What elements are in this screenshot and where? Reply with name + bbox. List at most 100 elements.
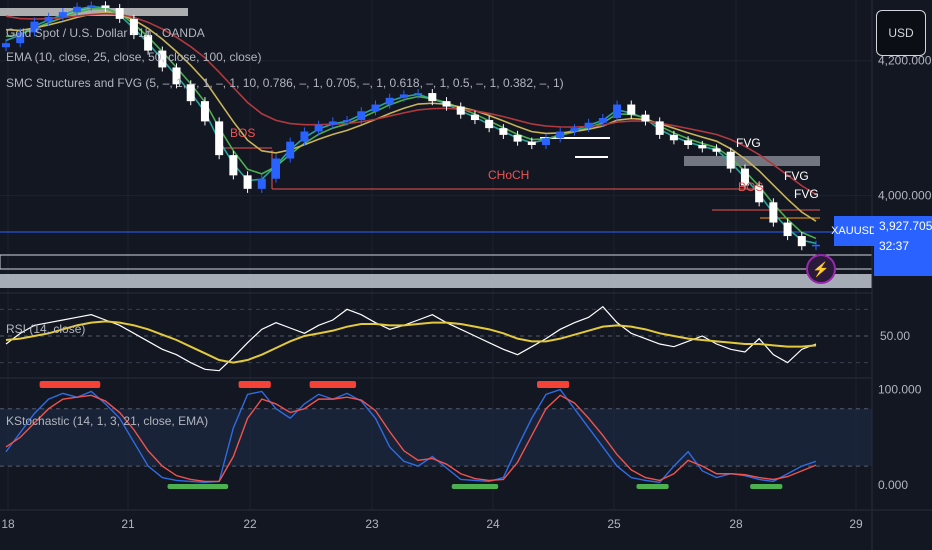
symbol-label: XAUUSD	[831, 216, 877, 246]
candle-body-9	[129, 18, 138, 36]
annotation-bos-0: BOS	[230, 126, 255, 140]
candle-body-49	[698, 145, 707, 149]
candle-body-46	[655, 121, 664, 135]
rsi-series-1	[5, 320, 817, 364]
oversold-marker-15	[210, 484, 229, 489]
candle-body-45	[641, 114, 650, 122]
candle-body-48	[684, 140, 693, 145]
annotation-choch-1: CHoCH	[488, 168, 529, 182]
candle-body-7	[101, 5, 110, 9]
overbought-marker-5	[68, 381, 87, 388]
candles	[2, 1, 820, 251]
candle-body-18	[257, 178, 266, 189]
annotation-bos-2: BOS	[738, 180, 763, 194]
candle-body-38	[542, 138, 550, 145]
candle-body-41	[584, 122, 593, 129]
candle-body-23	[328, 121, 337, 125]
candle-body-34	[485, 120, 494, 129]
candle-body-15	[215, 121, 224, 156]
candle-body-24	[343, 120, 352, 122]
candle-body-47	[669, 134, 678, 141]
candle-body-54	[769, 202, 778, 223]
candle-body-32	[456, 106, 465, 115]
overbought-marker-3	[39, 381, 58, 388]
candle-body-57	[812, 244, 820, 247]
candle-body-51	[726, 151, 735, 169]
current-price: 3,927.705	[879, 219, 932, 233]
oversold-marker-34	[480, 484, 499, 489]
overbought-marker-18	[252, 381, 271, 388]
oversold-marker-13	[181, 484, 200, 489]
candle-body-33	[470, 114, 479, 121]
overbought-marker-38	[537, 381, 555, 388]
smc-annotations: BOS CHoCH BOS FVG FVG FVG	[230, 126, 819, 201]
oversold-marker-54	[764, 484, 783, 489]
candle-body-11	[158, 50, 167, 68]
time-tick-28: 28	[729, 517, 743, 531]
zone-fvg-1	[684, 156, 820, 166]
rsi-tick-50: 50.00	[880, 329, 910, 343]
stoch-tick-0: 100.000	[878, 383, 922, 397]
time-tick-23: 23	[365, 517, 379, 531]
ema-10-line	[5, 5, 817, 245]
time-tick-24: 24	[486, 517, 500, 531]
candle-body-14	[200, 101, 209, 122]
candle-body-37	[527, 141, 536, 145]
candle-body-40	[570, 128, 579, 132]
symbol-title[interactable]: Gold Spot / U.S. Dollar · 1h · OANDA	[6, 26, 205, 40]
candle-body-6	[87, 5, 96, 7]
oversold-marker-53	[750, 484, 769, 489]
overbought-marker-22	[309, 381, 328, 388]
smc-legend[interactable]: SMC Structures and FVG (5, –, 1, –, 1, –…	[6, 76, 564, 90]
overbought-marker-6	[82, 381, 101, 388]
candle-body-30	[428, 93, 437, 102]
candle-body-29	[414, 93, 423, 95]
candle-body-0	[2, 43, 10, 48]
zone-top-left	[0, 8, 188, 16]
candle-body-39	[556, 131, 565, 139]
candle-body-50	[712, 148, 721, 152]
smc-zones	[0, 8, 873, 288]
kstochastic-legend[interactable]: KStochastic (14, 1, 3, 21, close, EMA)	[6, 414, 209, 428]
rsi-legend[interactable]: RSI (14, close)	[6, 322, 86, 336]
candle-body-31	[442, 101, 451, 107]
candle-body-13	[186, 84, 195, 102]
overbought-marker-24	[338, 381, 357, 388]
time-tick-21: 21	[121, 517, 135, 531]
current-price-box: 3,927.705 32:37	[874, 216, 932, 276]
ema-legend[interactable]: EMA (10, close, 25, close, 50, close, 10…	[6, 50, 262, 64]
candle-body-21	[300, 131, 309, 142]
bar-countdown: 32:37	[879, 239, 910, 253]
candle-body-1	[16, 32, 25, 44]
lightning-icon[interactable]: ⚡	[806, 254, 836, 284]
currency-button[interactable]: USD	[876, 10, 926, 56]
stoch-series-1	[5, 394, 817, 483]
candle-body-8	[115, 8, 124, 19]
price-tick-1: 4,000.000	[878, 189, 932, 203]
candle-body-42	[598, 118, 607, 123]
candle-body-53	[755, 185, 764, 203]
time-tick-22: 22	[243, 517, 257, 531]
zone-bottom-1	[0, 254, 873, 270]
stoch-band	[0, 408, 872, 467]
oversold-marker-46	[650, 484, 669, 489]
stoch-series-0	[5, 388, 817, 484]
candle-body-28	[399, 94, 408, 98]
oversold-marker-12	[167, 484, 186, 489]
ema-100-line	[5, 12, 817, 196]
candle-body-26	[371, 104, 380, 112]
candle-body-19	[272, 158, 280, 179]
overbought-marker-17	[238, 381, 257, 388]
price-tick-0: 4,200.000	[878, 54, 932, 68]
candle-body-17	[243, 175, 252, 189]
candle-body-10	[144, 35, 153, 51]
overbought-marker-23	[323, 381, 342, 388]
oversold-marker-33	[465, 484, 484, 489]
zone-bottom-2	[0, 274, 872, 288]
time-tick-25: 25	[607, 517, 621, 531]
stoch-tick-1: 0.000	[878, 478, 908, 492]
candle-body-43	[613, 104, 622, 119]
candle-body-2	[30, 21, 39, 33]
